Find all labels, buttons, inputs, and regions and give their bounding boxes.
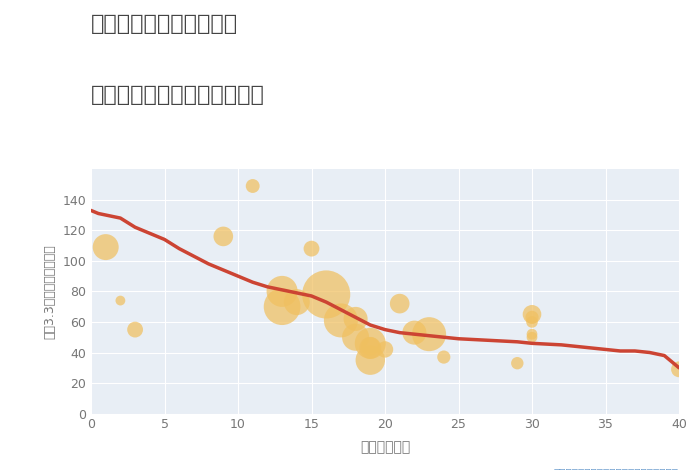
- Point: [394, 300, 405, 307]
- Point: [130, 326, 141, 333]
- Point: [526, 334, 538, 341]
- Point: [438, 353, 449, 361]
- Point: [365, 344, 376, 352]
- Point: [424, 330, 435, 338]
- Point: [100, 243, 111, 251]
- Point: [673, 366, 685, 373]
- Point: [276, 303, 288, 310]
- Point: [526, 313, 538, 321]
- Point: [115, 297, 126, 305]
- Point: [365, 339, 376, 347]
- Point: [335, 317, 346, 324]
- Point: [365, 343, 376, 350]
- Y-axis label: 坪（3.3㎡）単価（万円）: 坪（3.3㎡）単価（万円）: [43, 244, 57, 339]
- Point: [526, 318, 538, 326]
- Point: [276, 288, 288, 295]
- Text: 築年数別中古マンション価格: 築年数別中古マンション価格: [91, 85, 265, 105]
- Point: [379, 346, 391, 353]
- Point: [321, 290, 332, 298]
- X-axis label: 築年数（年）: 築年数（年）: [360, 440, 410, 454]
- Point: [247, 182, 258, 190]
- Point: [350, 334, 361, 341]
- Point: [512, 360, 523, 367]
- Point: [291, 298, 302, 306]
- Point: [306, 245, 317, 252]
- Text: 奈良県奈良市高天市町の: 奈良県奈良市高天市町の: [91, 14, 238, 34]
- Point: [526, 311, 538, 318]
- Text: 円の大きさは、取引のあった物件面積を示す: 円の大きさは、取引のあった物件面積を示す: [554, 467, 679, 470]
- Point: [526, 330, 538, 338]
- Point: [218, 233, 229, 240]
- Point: [409, 329, 420, 337]
- Point: [350, 315, 361, 322]
- Point: [365, 356, 376, 364]
